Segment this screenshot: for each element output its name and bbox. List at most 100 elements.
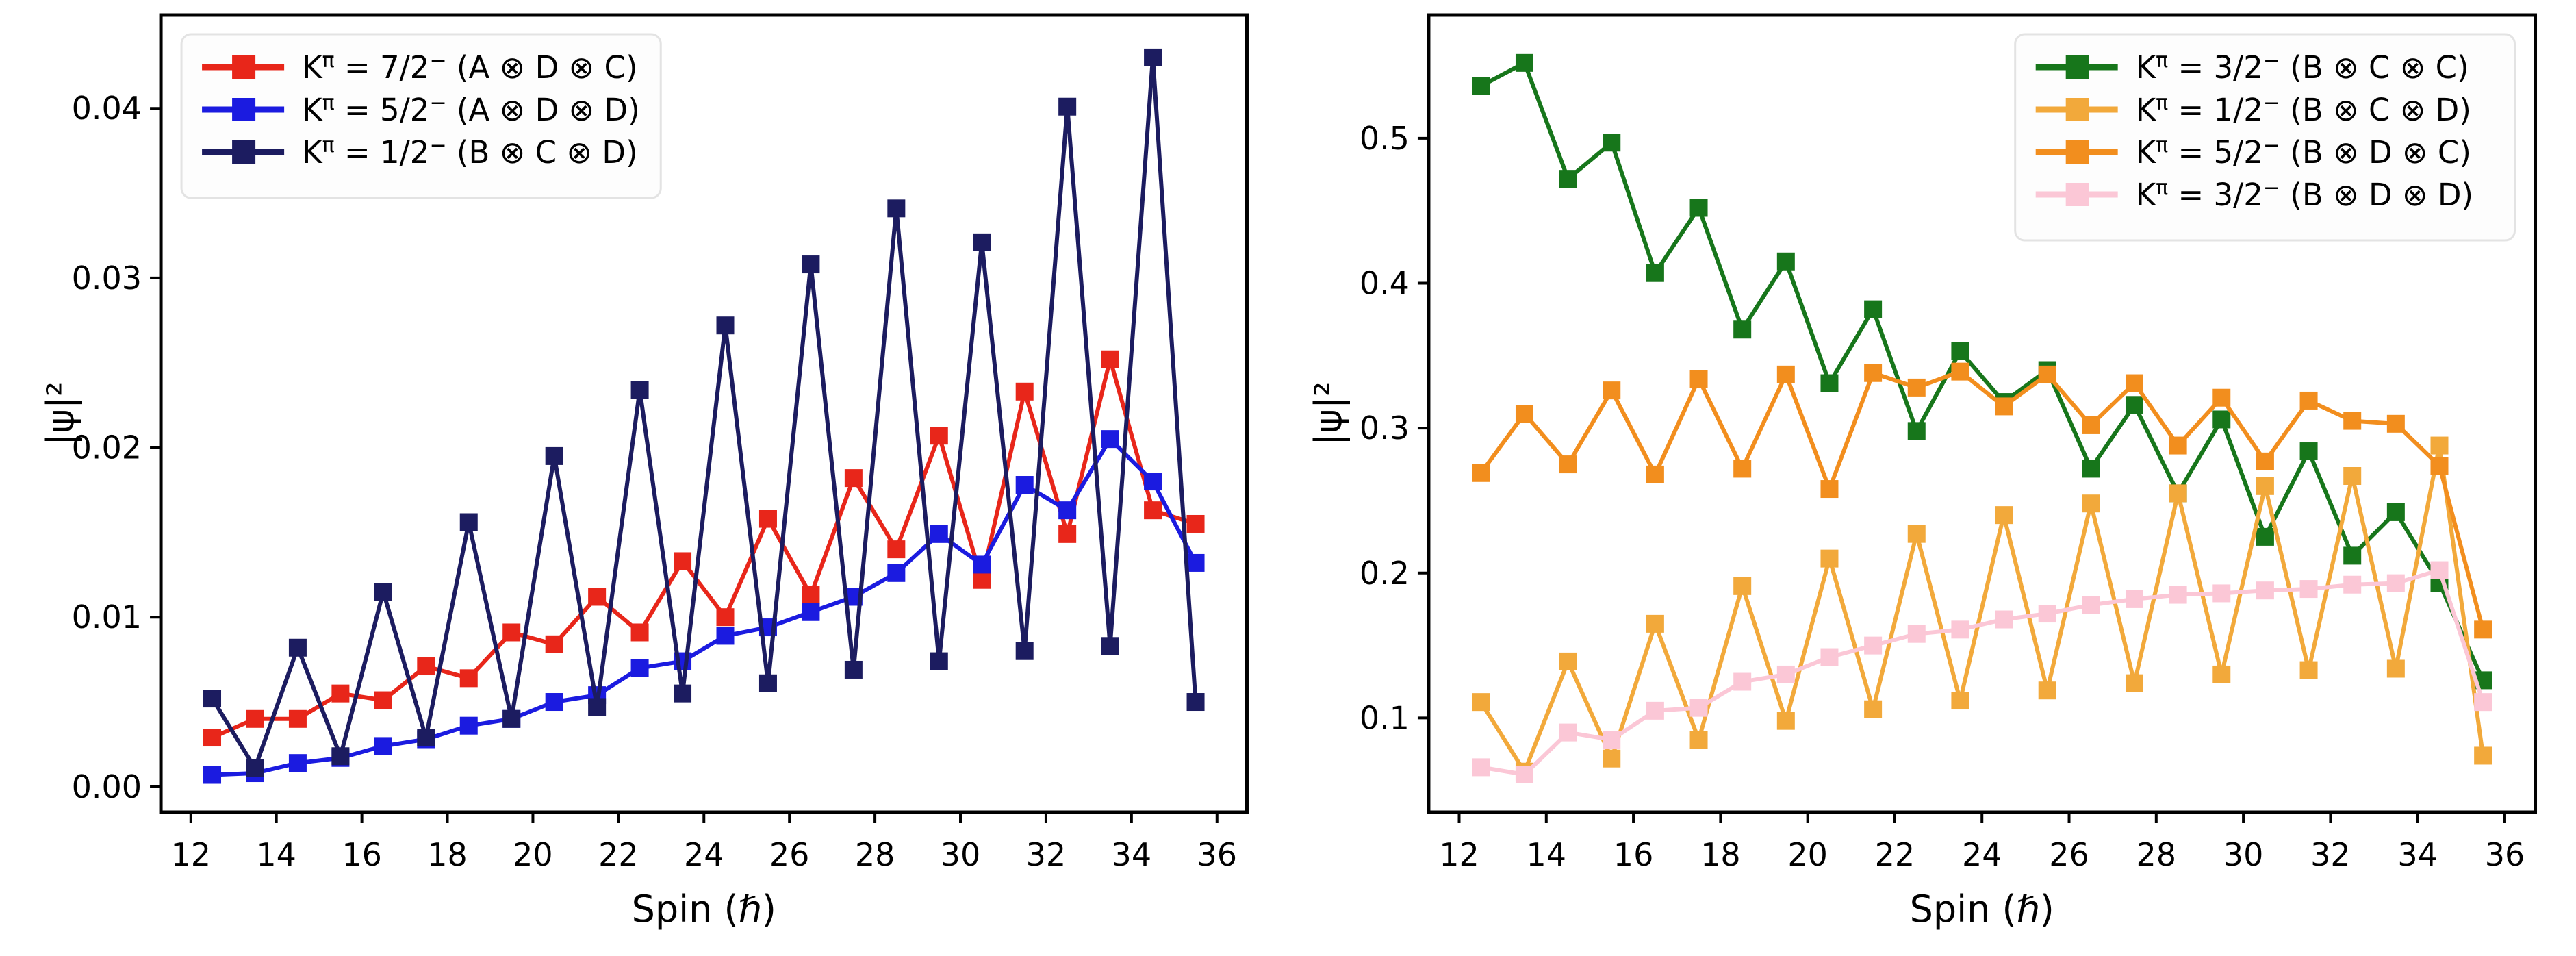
x-tick-label: 12 [1439, 836, 1479, 873]
data-point [2299, 661, 2318, 679]
data-point [1646, 701, 1664, 720]
data-point [1144, 501, 1162, 520]
data-point [630, 659, 649, 677]
legend-box [2013, 33, 2516, 242]
legend-swatch-marker-2 [2065, 140, 2089, 164]
data-point [1559, 652, 1577, 670]
data-point [844, 660, 863, 679]
data-point [1515, 53, 1533, 72]
data-point [2038, 681, 2056, 700]
data-point [459, 513, 478, 531]
data-point [1776, 665, 1795, 683]
data-point [1602, 731, 1620, 749]
data-point [545, 446, 563, 465]
x-tick-label: 28 [855, 836, 895, 873]
x-tick-label: 30 [941, 836, 981, 873]
legend-swatch-marker-0 [232, 55, 256, 79]
data-point [588, 698, 607, 716]
data-point [2125, 396, 2143, 414]
data-point [2473, 620, 2492, 639]
x-tick-label: 24 [684, 836, 724, 873]
data-point [459, 669, 478, 688]
y-axis-title-text: |ψ|² [39, 381, 82, 446]
data-point [1471, 464, 1490, 482]
data-point [459, 716, 478, 735]
data-point [1646, 264, 1664, 282]
data-point [1994, 397, 2013, 416]
legend-label: Kπ = 7/2− (A ⊗ D ⊗ C) [302, 49, 637, 86]
data-point [1820, 480, 1838, 499]
series-line-1 [1478, 443, 2485, 774]
x-tick-label: 16 [342, 836, 382, 873]
data-point [2299, 442, 2318, 461]
data-point [1863, 636, 1882, 655]
legend-swatch-marker-3 [2065, 183, 2089, 206]
x-tick-label: 12 [171, 836, 212, 873]
x-tick-label: 20 [1787, 836, 1828, 873]
data-point [374, 691, 392, 709]
data-point [758, 510, 777, 528]
data-point [1733, 577, 1751, 595]
right-panel-plot: 12 14 16 18 20 22 24 26 28 30 32 34 36 0.1 0.2 0.3 0.4 0.… [1306, 13, 2537, 931]
data-point [2343, 467, 2361, 486]
left-panel-plot: 12 14 16 18 20 22 24 26 28 30 32 34 36 0.00 0.01 0.02 0.… [39, 13, 1249, 931]
x-tick-label: 22 [1874, 836, 1915, 873]
legend-box [180, 33, 662, 199]
data-point [2386, 659, 2405, 678]
data-point [1776, 365, 1795, 383]
data-point [2038, 365, 2056, 383]
data-point [1559, 723, 1577, 742]
data-point [1820, 549, 1838, 568]
x-tick-label: 14 [256, 836, 296, 873]
x-tick-label: 28 [2136, 836, 2176, 873]
x-tick-label: 30 [2223, 836, 2263, 873]
data-point [2299, 580, 2318, 599]
data-point [802, 603, 820, 621]
data-point [2212, 410, 2230, 429]
data-point [502, 709, 521, 728]
data-point [1733, 460, 1751, 478]
data-point [2256, 452, 2274, 470]
data-point [1602, 749, 1620, 768]
data-point [2081, 494, 2100, 513]
legend-label: Kπ = 5/2− (B ⊗ D ⊗ C) [2135, 134, 2471, 171]
data-point [2081, 596, 2100, 614]
y-tick-label: 0.1 [1359, 699, 1409, 736]
legend-label: Kπ = 1/2− (B ⊗ C ⊗ D) [2135, 91, 2471, 128]
data-point [1994, 506, 2013, 525]
data-point [1907, 625, 1926, 643]
data-point [844, 469, 863, 488]
data-point [2343, 412, 2361, 430]
data-point [2081, 416, 2100, 434]
data-point [417, 729, 435, 747]
data-point [1689, 199, 1708, 217]
data-point [1733, 672, 1751, 691]
x-tick-label: 36 [1197, 836, 1237, 873]
data-point [1689, 699, 1708, 717]
data-point [1907, 378, 1926, 397]
data-point [973, 233, 991, 251]
series-line-0 [1478, 60, 2485, 683]
data-point [246, 709, 264, 728]
data-point [2125, 674, 2143, 692]
y-tick-label: 0.2 [1359, 555, 1409, 592]
y-tick-label: 0.04 [72, 90, 142, 127]
data-point [1602, 134, 1620, 152]
data-point [288, 709, 307, 728]
data-point [2256, 527, 2274, 546]
data-point [930, 427, 948, 445]
data-point [2299, 391, 2318, 410]
data-point [1820, 374, 1838, 392]
y-tick-label: 0.00 [72, 768, 142, 805]
data-point [1101, 350, 1119, 368]
data-point [2386, 574, 2405, 592]
data-point [2212, 665, 2230, 683]
right-panel: 12 14 16 18 20 22 24 26 28 30 32 34 36 0.1 0.2 0.3 0.4 0.… [1288, 0, 2576, 956]
legend-swatch-marker-2 [232, 140, 256, 164]
data-point [2473, 746, 2492, 765]
data-point [1994, 610, 2013, 629]
legend-label: Kπ = 3/2− (B ⊗ D ⊗ D) [2135, 176, 2473, 213]
data-point [2169, 436, 2187, 455]
x-tick-label: 18 [427, 836, 468, 873]
legend-label: Kπ = 3/2− (B ⊗ C ⊗ C) [2135, 49, 2469, 86]
